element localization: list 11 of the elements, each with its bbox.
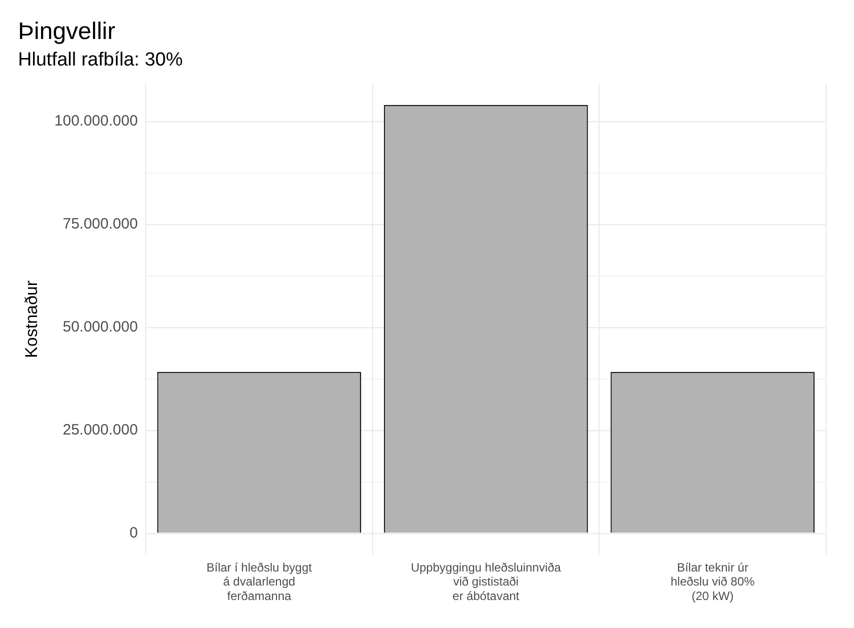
chart-title: Þingvellir: [18, 18, 116, 46]
y-tick-label: 100.000.000: [54, 112, 138, 130]
y-axis-title: Kostnaður: [22, 280, 41, 358]
y-tick-label: 50.000.000: [62, 318, 138, 336]
y-tick-label: 25.000.000: [62, 422, 138, 439]
x-tick-label: Uppbyggingu hleðsluinnviða við gististaði er ábótavant: [410, 560, 562, 604]
y-tick-label: 0: [129, 524, 138, 542]
x-tick-label: Bílar teknir úr hleðslu við 80% (20 kW): [670, 560, 755, 604]
x-tick-label: Bílar í hleðslu byggt á dvalarlengd ferðamanna: [206, 560, 313, 604]
chart-subtitle: Hlutfall rafbíla: 30%: [18, 49, 183, 70]
y-tick-label: 75.000.000: [62, 216, 138, 233]
